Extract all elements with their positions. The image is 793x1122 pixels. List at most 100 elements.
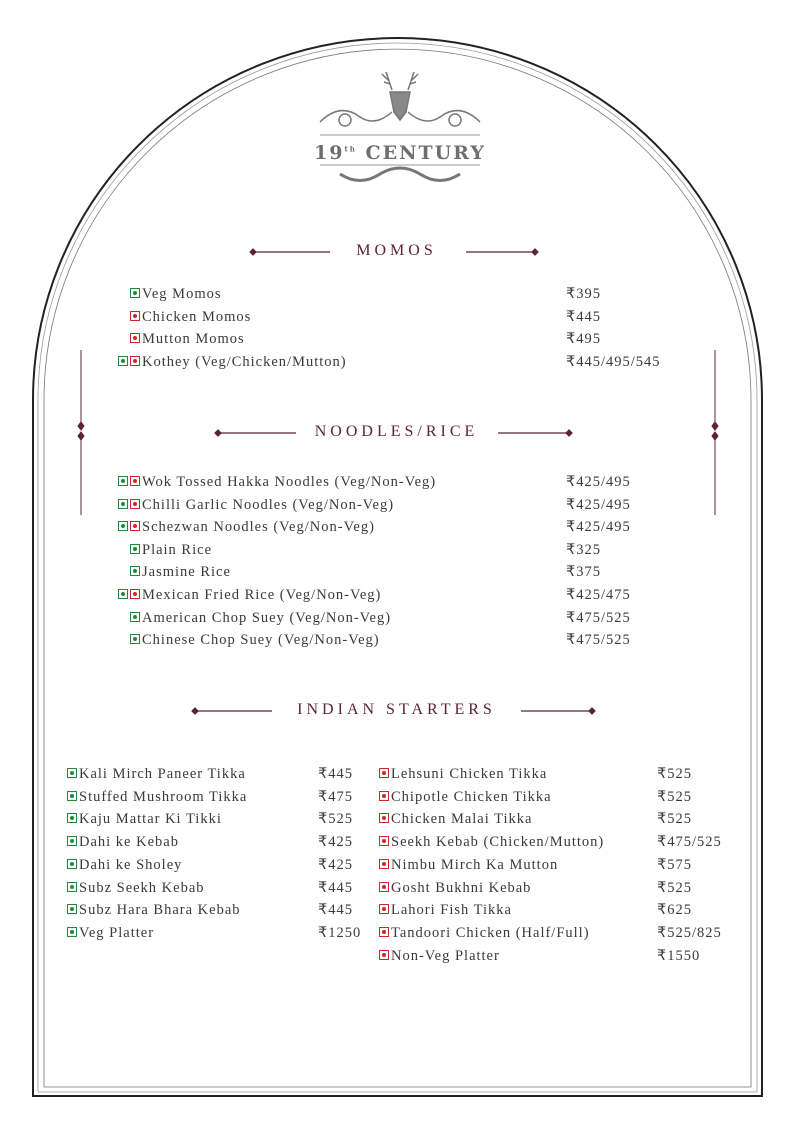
item-price: ₹475/525 (657, 834, 722, 851)
item-name: Stuffed Mushroom Tikka (79, 788, 248, 805)
item-name: Dahi ke Sholey (79, 856, 183, 873)
non-veg-mark-icon (379, 881, 389, 892)
item-name: Seekh Kebab (Chicken/Mutton) (391, 834, 605, 851)
item-name: Lahori Fish Tikka (391, 902, 512, 919)
veg-mark-icon (67, 836, 77, 847)
non-veg-mark-icon (379, 813, 389, 824)
item-price: ₹445 (318, 766, 353, 782)
menu-item: Non-Veg Platter (379, 946, 500, 966)
veg-mark-icon (130, 288, 140, 298)
item-name: Mexican Fried Rice (Veg/Non-Veg) (142, 587, 382, 603)
menu-item: Wok Tossed Hakka Noodles (Veg/Non-Veg) (118, 472, 436, 492)
section-heading-indian-starters: INDIAN STARTERS (297, 701, 496, 718)
item-price: ₹425 (318, 834, 353, 851)
veg-mark-icon (67, 813, 77, 824)
logo-wordmark: 19th CENTURY (314, 142, 486, 164)
menu-item: Mutton Momos (130, 329, 245, 349)
section-heading-noodles-rice: NOODLES/RICE (314, 423, 479, 440)
menu-item: Chilli Garlic Noodles (Veg/Non-Veg) (118, 495, 394, 515)
item-name: Wok Tossed Hakka Noodles (Veg/Non-Veg) (142, 474, 437, 490)
veg-mark-icon (118, 589, 128, 599)
item-name: Veg Momos (142, 286, 222, 302)
veg-mark-icon (118, 498, 128, 509)
item-price: ₹375 (566, 564, 601, 581)
restaurant-logo: 19th CENTURY (300, 62, 500, 192)
menu-item: Chicken Malai Tikka (379, 809, 532, 829)
non-veg-mark-icon (379, 904, 389, 915)
item-price: ₹425/495 (566, 519, 631, 536)
menu-item: Schezwan Noodles (Veg/Non-Veg) (118, 517, 375, 537)
item-price: ₹475/525 (566, 632, 631, 649)
veg-mark-icon (67, 790, 77, 801)
menu-item: Nimbu Mirch Ka Mutton (379, 855, 558, 875)
item-price: ₹525/825 (657, 924, 722, 941)
non-veg-mark-icon (130, 476, 140, 486)
menu-item: Kothey (Veg/Chicken/Mutton) (118, 352, 347, 372)
item-price: ₹525 (657, 788, 692, 805)
menu-item: Plain Rice (130, 540, 212, 560)
item-price: ₹445 (566, 308, 601, 325)
non-veg-mark-icon (379, 768, 389, 778)
menu-item: Subz Seekh Kebab (67, 878, 205, 898)
item-name: Kothey (Veg/Chicken/Mutton) (142, 353, 347, 370)
item-name: Nimbu Mirch Ka Mutton (391, 856, 559, 873)
item-price: ₹475/525 (566, 609, 631, 626)
veg-mark-icon (67, 904, 77, 915)
non-veg-mark-icon (130, 355, 140, 366)
item-price: ₹525 (657, 811, 692, 828)
menu-item: American Chop Suey (Veg/Non-Veg) (130, 608, 391, 628)
menu-item: Subz Hara Bhara Kebab (67, 900, 241, 920)
non-veg-mark-icon (379, 858, 389, 869)
menu-item: Dahi ke Sholey (67, 855, 182, 875)
side-ornaments (77, 350, 719, 515)
non-veg-mark-icon (130, 589, 140, 599)
veg-mark-icon (130, 566, 140, 577)
veg-mark-icon (130, 611, 140, 622)
veg-mark-icon (67, 926, 77, 937)
menu-item: Lahori Fish Tikka (379, 900, 512, 920)
item-price: ₹525 (657, 766, 692, 782)
item-name: Chilli Garlic Noodles (Veg/Non-Veg) (142, 496, 395, 513)
item-name: Gosht Bukhni Kebab (391, 879, 532, 896)
item-name: Dahi ke Kebab (79, 834, 179, 851)
non-veg-mark-icon (130, 310, 140, 321)
item-name: Veg Platter (79, 924, 155, 941)
item-price: ₹325 (566, 541, 601, 558)
item-price: ₹625 (657, 902, 692, 919)
non-veg-mark-icon (130, 521, 140, 532)
item-name: Subz Seekh Kebab (79, 879, 205, 896)
item-price: ₹445/495/545 (566, 353, 661, 370)
menu-item: Dahi ke Kebab (67, 832, 179, 852)
item-price: ₹395 (566, 286, 601, 302)
menu-item: Gosht Bukhni Kebab (379, 878, 531, 898)
menu-item: Jasmine Rice (130, 562, 231, 582)
item-name: Kali Mirch Paneer Tikka (79, 766, 246, 782)
item-price: ₹445 (318, 902, 353, 919)
item-price: ₹1250 (318, 924, 362, 941)
veg-mark-icon (130, 634, 140, 645)
menu-item: Kaju Mattar Ki Tikki (67, 809, 222, 829)
non-veg-mark-icon (130, 498, 140, 509)
menu-item: Stuffed Mushroom Tikka (67, 787, 247, 807)
item-price: ₹525 (657, 879, 692, 896)
veg-mark-icon (67, 881, 77, 892)
item-price: ₹495 (566, 331, 601, 347)
item-price: ₹425 (318, 856, 353, 873)
item-name: Tandoori Chicken (Half/Full) (391, 924, 590, 941)
non-veg-mark-icon (379, 790, 389, 801)
non-veg-mark-icon (379, 926, 389, 937)
menu-item: Tandoori Chicken (Half/Full) (379, 923, 590, 943)
heading-rules (191, 248, 596, 715)
non-veg-mark-icon (379, 949, 389, 960)
item-name: American Chop Suey (Veg/Non-Veg) (142, 609, 392, 626)
non-veg-mark-icon (379, 836, 389, 847)
item-price: ₹575 (657, 856, 692, 873)
non-veg-mark-icon (130, 333, 140, 343)
item-name: Subz Hara Bhara Kebab (79, 902, 241, 919)
veg-mark-icon (67, 858, 77, 869)
stag-emblem-icon (319, 71, 481, 182)
menu-item: Kali Mirch Paneer Tikka (67, 764, 246, 784)
item-name: Schezwan Noodles (Veg/Non-Veg) (142, 519, 375, 536)
veg-mark-icon (118, 476, 128, 486)
item-price: ₹475 (318, 788, 353, 805)
